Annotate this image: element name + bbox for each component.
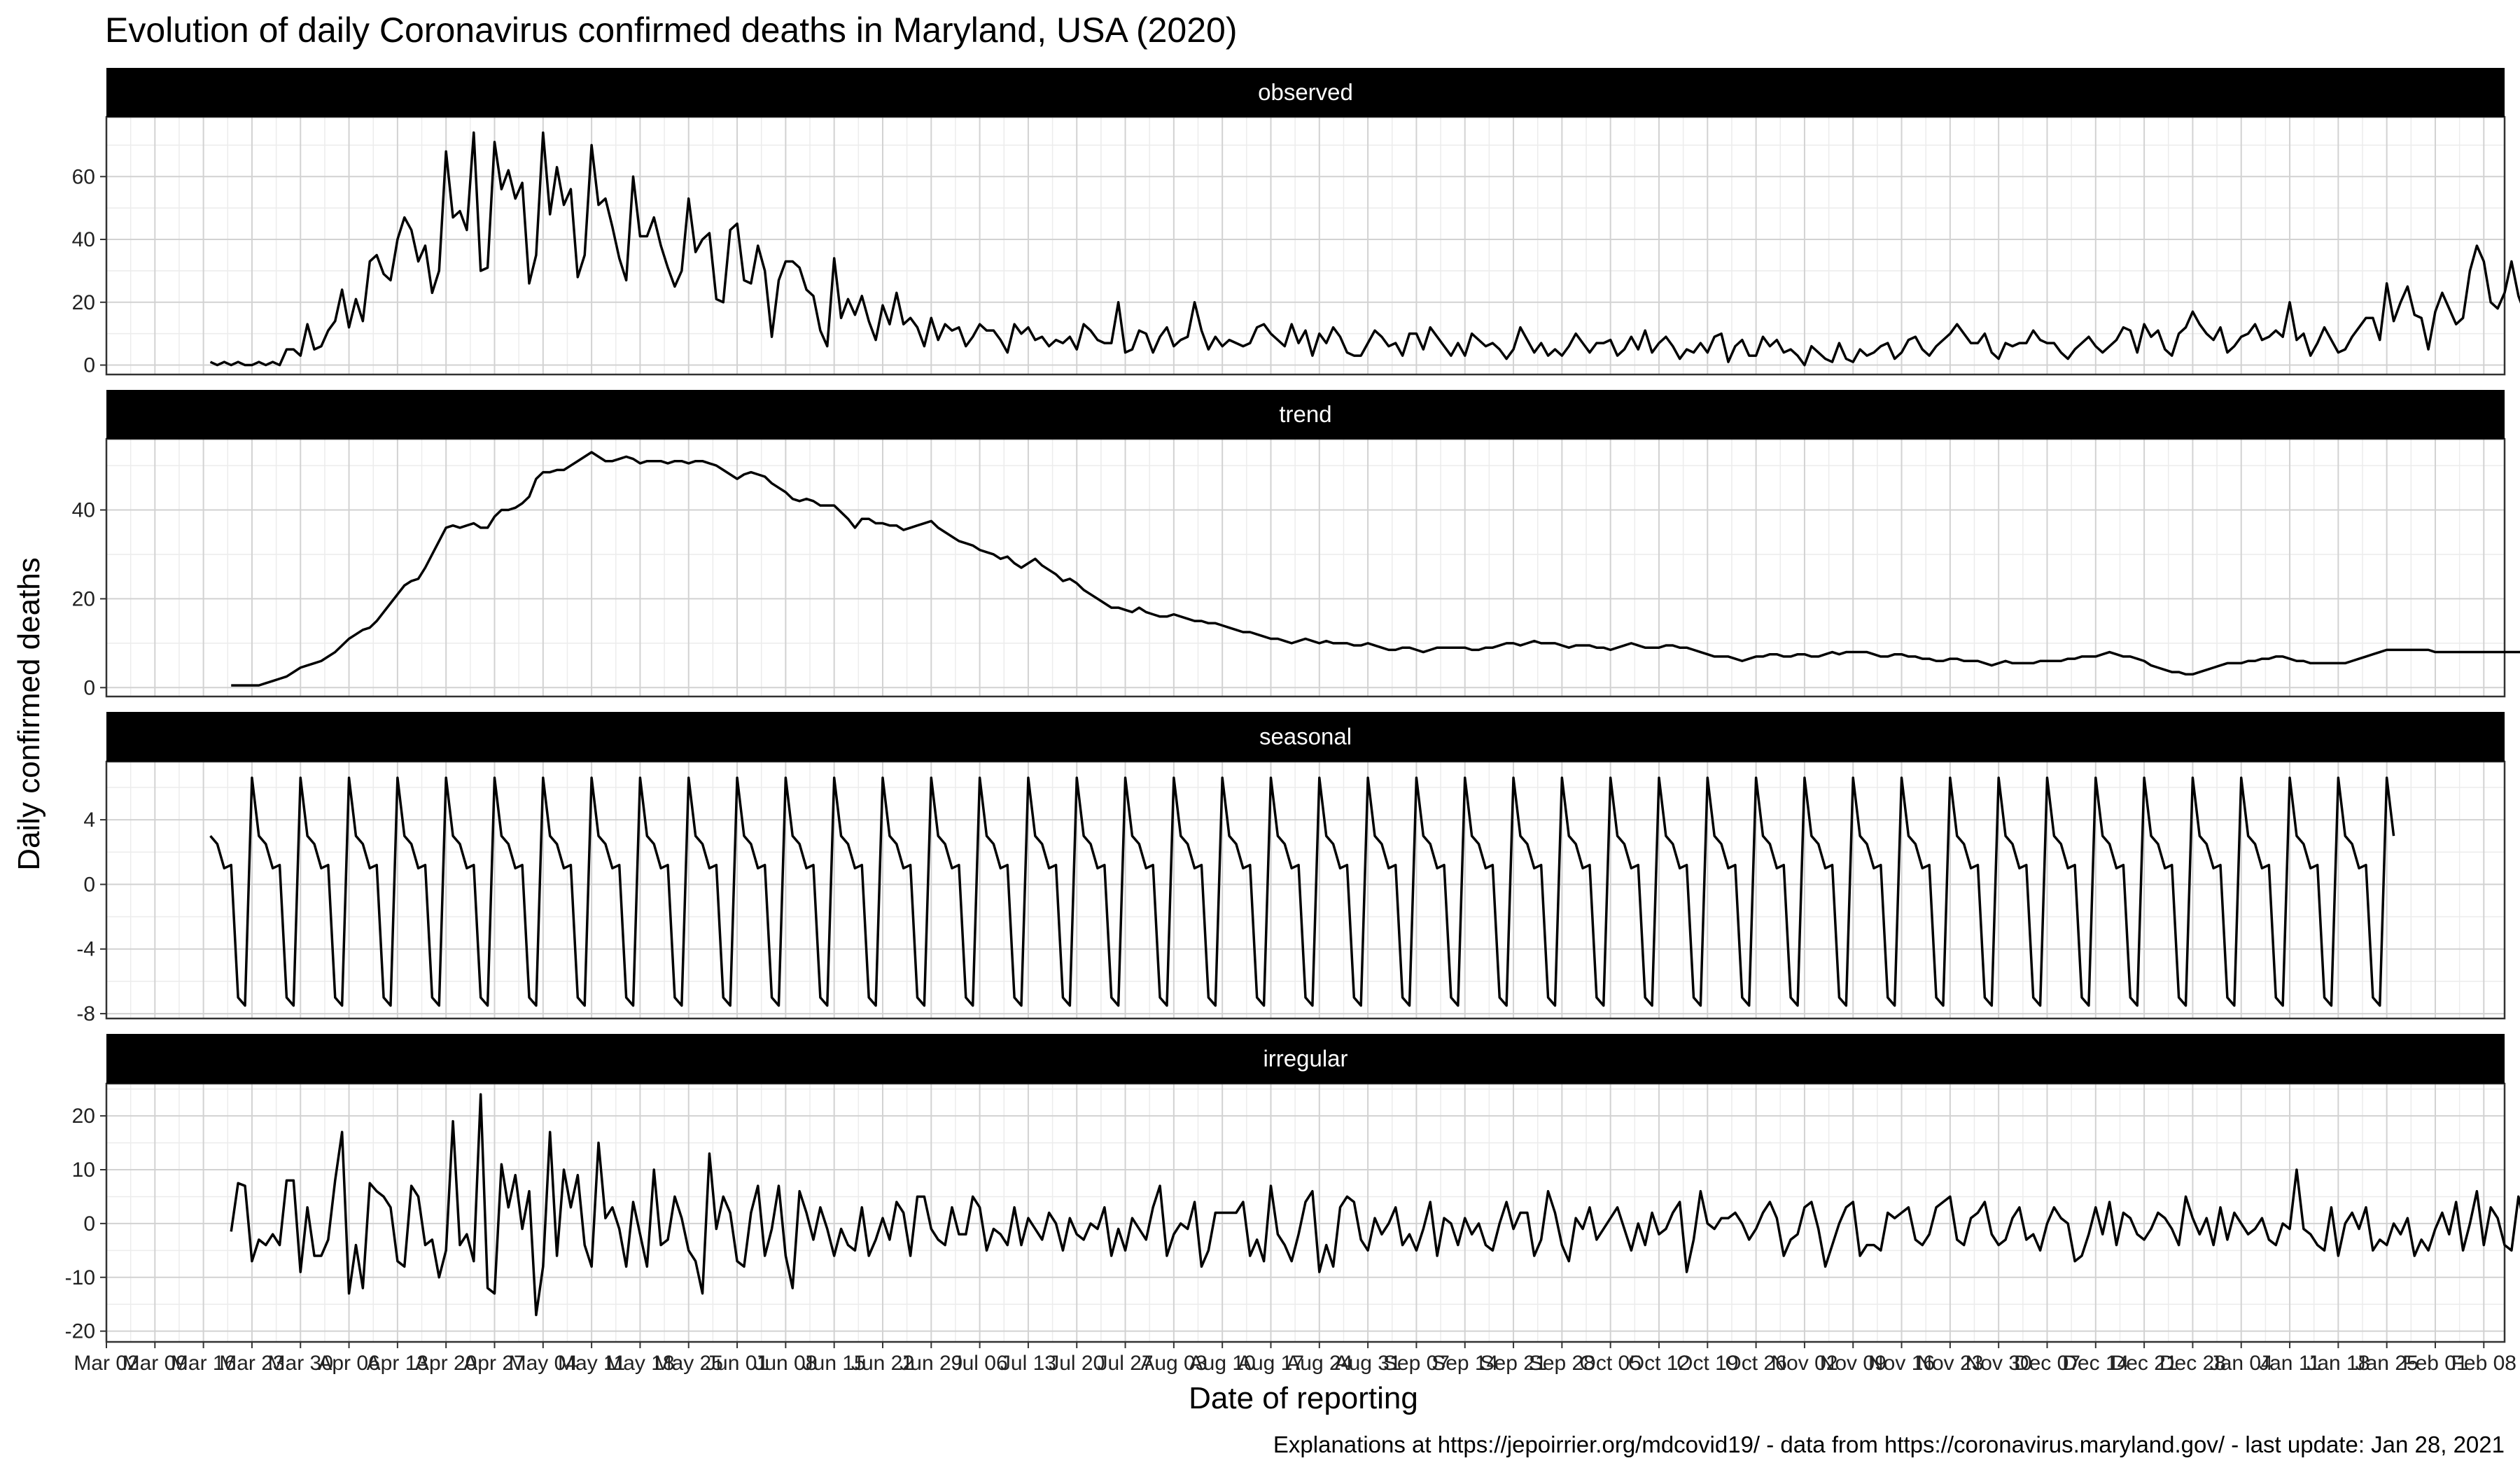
x-tick-label: Jul 13 <box>1000 1352 1056 1375</box>
x-tick-label: Feb 01 <box>2402 1352 2468 1375</box>
y-tick-label: 20 <box>72 1105 95 1128</box>
x-tick-label: Jan 25 <box>2356 1352 2418 1375</box>
x-tick-label: May 25 <box>654 1352 723 1375</box>
strip-background <box>106 390 2505 439</box>
series-line-trend <box>231 451 2520 687</box>
x-tick-label: Apr 13 <box>367 1352 428 1375</box>
x-tick-label: Jul 20 <box>1049 1352 1105 1375</box>
x-tick-label: Sep 07 <box>1383 1352 1450 1375</box>
x-tick-label: Dec 28 <box>2160 1352 2226 1375</box>
y-tick-label: 40 <box>72 499 95 522</box>
y-tick-label: -10 <box>65 1266 95 1289</box>
x-tick-label: Mar 16 <box>171 1352 236 1375</box>
x-axis-title: Date of reporting <box>1189 1381 1418 1415</box>
x-tick-label: Jan 04 <box>2210 1352 2273 1375</box>
chart-title: Evolution of daily Coronavirus confirmed… <box>105 10 1237 50</box>
x-tick-label: Aug 24 <box>1286 1352 1352 1375</box>
x-tick-label: Aug 31 <box>1335 1352 1401 1375</box>
x-tick-label: May 04 <box>509 1352 578 1375</box>
x-tick-label: Oct 05 <box>1579 1352 1641 1375</box>
series-line-observed <box>209 131 2520 367</box>
strip-label: trend <box>1279 401 1331 427</box>
panel-trend: 0 20 40 trend <box>72 390 2520 699</box>
x-tick-label: Oct 19 <box>1676 1352 1738 1375</box>
x-tick-label: Sep 28 <box>1529 1352 1595 1375</box>
caption: Explanations at https://jepoirrier.org/m… <box>1273 1432 2505 1457</box>
y-tick-label: 0 <box>83 354 95 377</box>
panel-background <box>106 1084 2505 1342</box>
x-tick-label: Nov 23 <box>1917 1352 1983 1375</box>
strip-background <box>106 1034 2505 1084</box>
x-tick-label: Apr 06 <box>318 1352 379 1375</box>
y-tick-label: -20 <box>65 1320 95 1343</box>
y-axis-title: Daily confirmed deaths <box>12 557 46 871</box>
y-tick-label: 20 <box>72 587 95 610</box>
grid <box>106 1084 2505 1342</box>
grid <box>106 439 2505 696</box>
x-tick-label: Dec 14 <box>2062 1352 2129 1375</box>
x-tick-label: Apr 20 <box>415 1352 477 1375</box>
y-tick-label: 10 <box>72 1158 95 1182</box>
x-tick-label: Sep 14 <box>1432 1352 1498 1375</box>
panel-observed: 0 20 40 60 observed <box>72 68 2520 377</box>
x-tick-label: Jun 29 <box>899 1352 962 1375</box>
x-tick-label: Jul 06 <box>952 1352 1008 1375</box>
x-tick-label: Jun 01 <box>706 1352 769 1375</box>
series-line-seasonal <box>209 776 2395 1007</box>
y-tick-label: -8 <box>76 1002 95 1026</box>
x-tick-label: Dec 21 <box>2111 1352 2178 1375</box>
x-tick-label: Nov 16 <box>1868 1352 1935 1375</box>
x-tick-label: Jun 08 <box>754 1352 817 1375</box>
strip-background <box>106 712 2505 762</box>
x-tick-label: Apr 27 <box>463 1352 525 1375</box>
x-tick-label: Dec 07 <box>2014 1352 2080 1375</box>
x-tick-label: Jul 27 <box>1098 1352 1154 1375</box>
panel-seasonal: -8 -4 0 4 seasonal <box>76 712 2506 1026</box>
x-tick-label: Sep 21 <box>1480 1352 1547 1375</box>
x-tick-label: Jun 22 <box>851 1352 914 1375</box>
x-tick-label: Aug 10 <box>1189 1352 1256 1375</box>
x-tick-label: Aug 03 <box>1140 1352 1207 1375</box>
panel-irregular: -20 -10 0 10 20 irregular <box>65 1034 2520 1343</box>
strip-label: observed <box>1258 79 1353 105</box>
x-tick-label: Jan 11 <box>2259 1352 2320 1375</box>
y-tick-label: 40 <box>72 228 95 251</box>
y-tick-label: 0 <box>83 873 95 896</box>
x-tick-label: Mar 23 <box>219 1352 284 1375</box>
y-tick-label: 60 <box>72 165 95 188</box>
y-tick-label: 0 <box>83 1212 95 1236</box>
x-tick-label: May 11 <box>558 1352 625 1375</box>
y-tick-label: 4 <box>83 808 95 832</box>
strip-label: irregular <box>1263 1046 1348 1072</box>
grid <box>106 117 2505 374</box>
strip-background <box>106 68 2505 117</box>
x-tick-label: Feb 08 <box>2451 1352 2516 1375</box>
y-tick-label: 0 <box>83 676 95 699</box>
x-tick-label: Nov 02 <box>1771 1352 1837 1375</box>
x-tick-label: Nov 09 <box>1820 1352 1886 1375</box>
x-tick-label: Aug 17 <box>1238 1352 1304 1375</box>
y-tick-label: -4 <box>76 938 95 961</box>
x-tick-label: May 18 <box>606 1352 674 1375</box>
x-tick-label: Jun 15 <box>803 1352 866 1375</box>
x-tick-label: Mar 09 <box>122 1352 188 1375</box>
x-tick-label: Oct 26 <box>1725 1352 1786 1375</box>
panels: 0204060observed02040trend-8-404seasonal-… <box>65 68 2520 1343</box>
series-line-irregular <box>230 1093 2520 1317</box>
x-tick-label: Mar 30 <box>268 1352 333 1375</box>
strip-label: seasonal <box>1259 724 1352 750</box>
x-tick-label: Mar 02 <box>74 1352 139 1375</box>
x-tick-label: Oct 12 <box>1628 1352 1690 1375</box>
x-tick-label: Jan 18 <box>2306 1352 2370 1375</box>
x-tick-label: Nov 30 <box>1966 1352 2032 1375</box>
y-tick-label: 20 <box>72 291 95 314</box>
